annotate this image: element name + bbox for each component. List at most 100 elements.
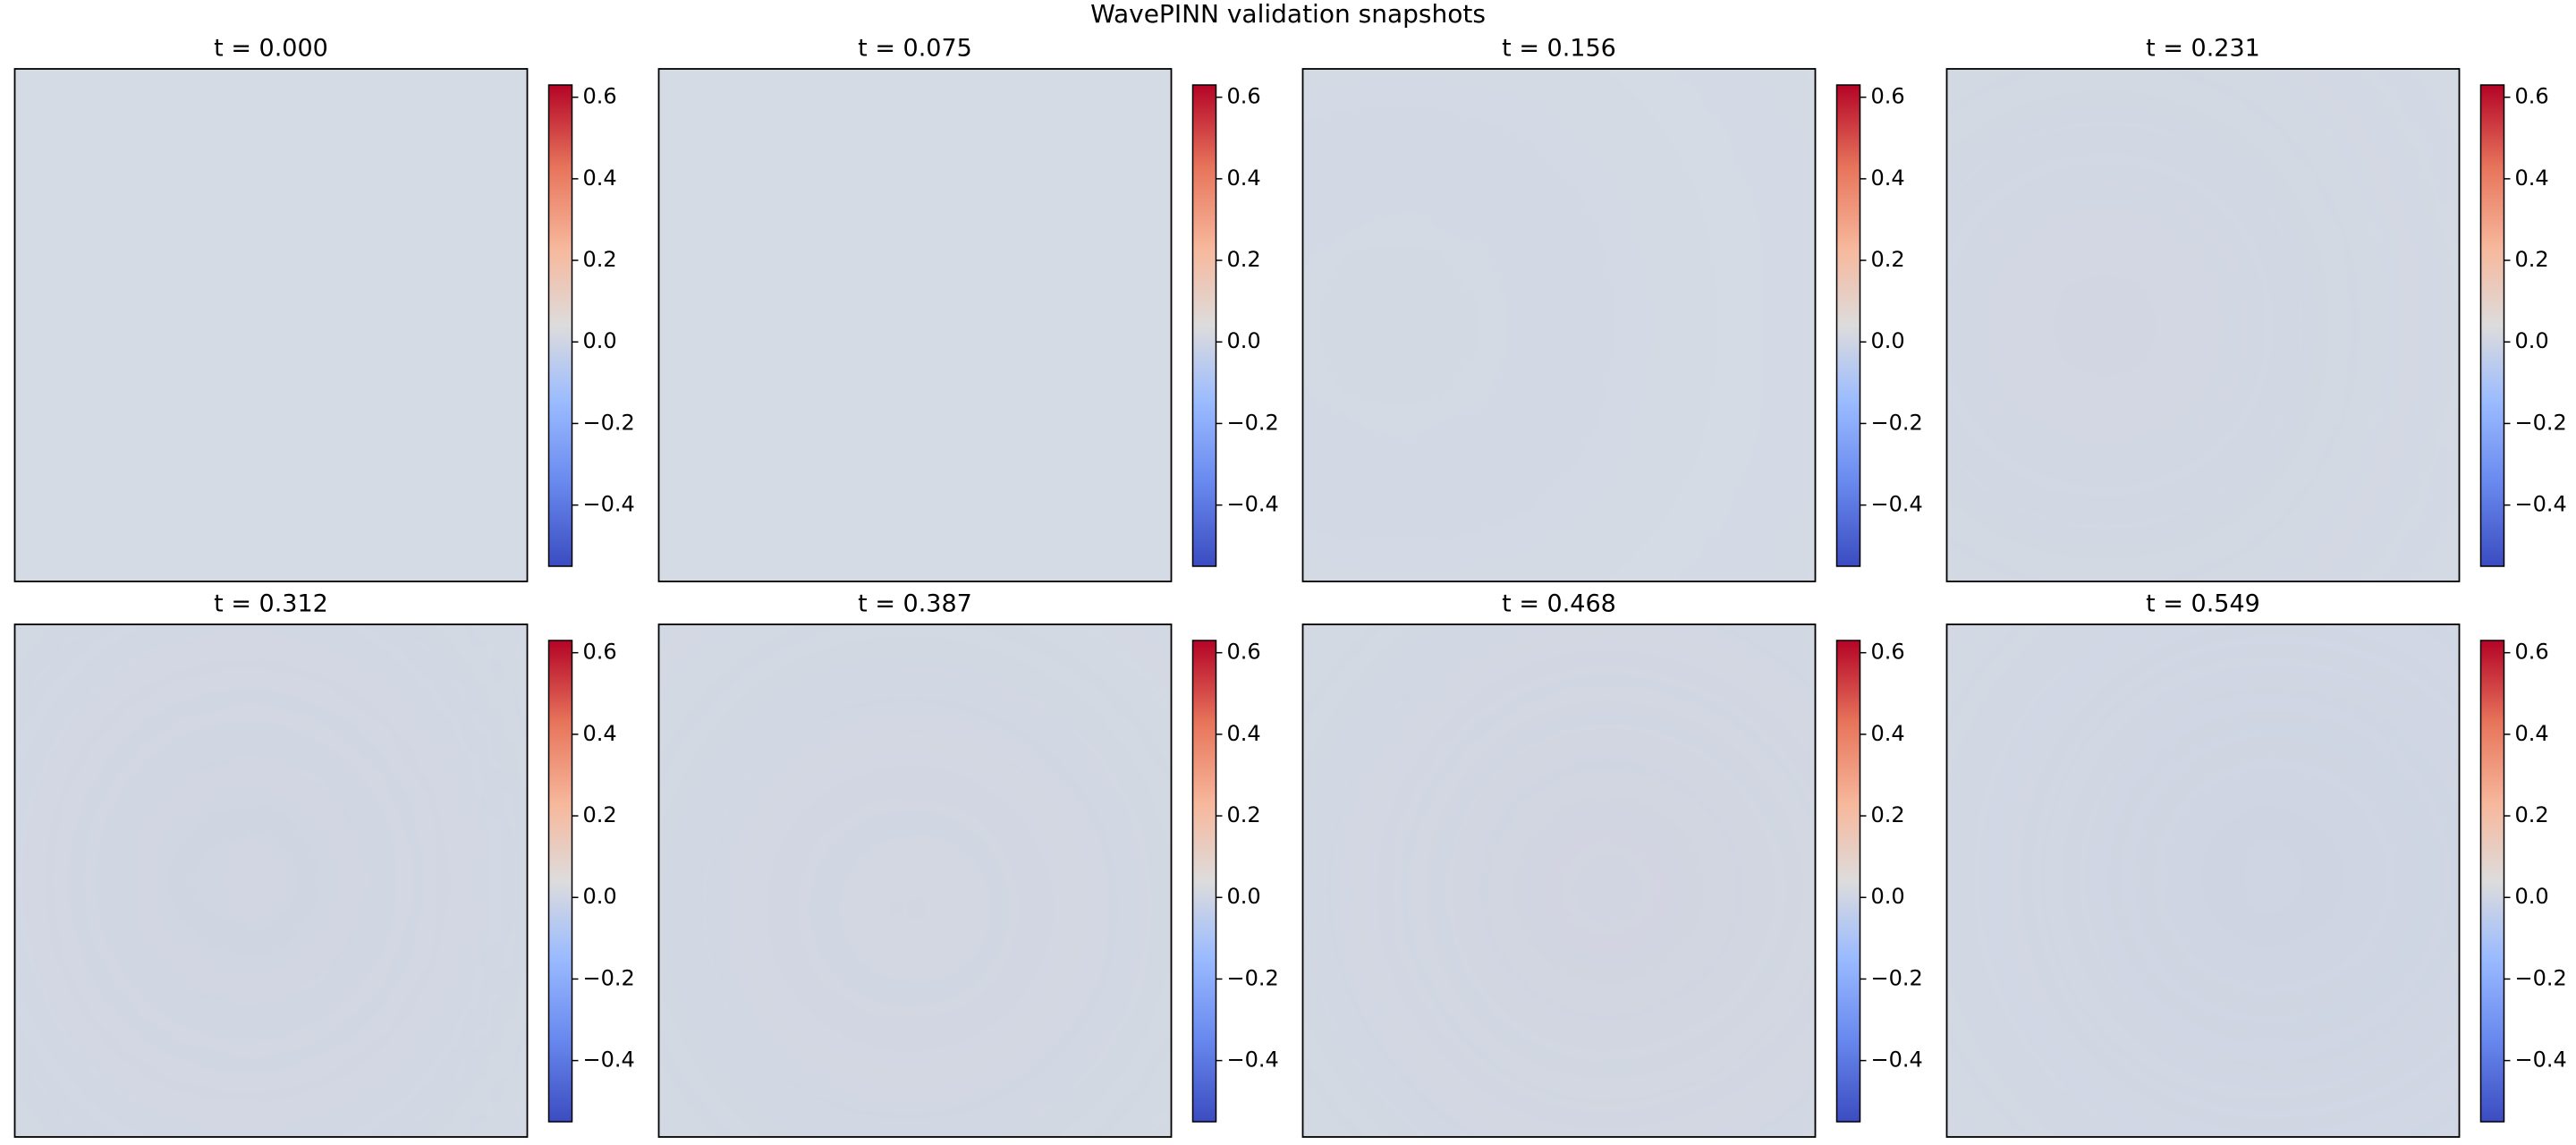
wave-front	[724, 737, 885, 815]
wave-blob	[877, 1031, 913, 1068]
heatmap	[658, 624, 1172, 1137]
heatmap	[14, 624, 528, 1137]
colorbar	[1835, 84, 1861, 567]
colorbar-tick-label: 0.4	[1871, 165, 1905, 191]
wave-front	[1368, 717, 1647, 928]
wave-blob	[2200, 852, 2237, 889]
colorbar-tick-label: 0.0	[2515, 884, 2549, 909]
wave-blob	[2351, 696, 2394, 738]
wave-front	[2192, 901, 2357, 1076]
wave-front	[2017, 203, 2108, 447]
subplot-title: t = 0.387	[858, 590, 972, 618]
wave-blob	[1617, 699, 1655, 735]
heatmap	[1946, 624, 2460, 1137]
wave-blur	[2017, 136, 2201, 514]
colorbar-tick-label: −0.2	[1871, 965, 1923, 990]
axes-frame	[657, 623, 1173, 1138]
colorbar-tick-label: 0.6	[583, 84, 617, 109]
colorbar-tick-label: −0.4	[1871, 1047, 1923, 1073]
colorbar-tick-label: 0.0	[583, 328, 617, 353]
heatmap-background	[1946, 69, 2460, 581]
colorbar-tick-label: −0.4	[1227, 1047, 1279, 1073]
heatmap	[14, 69, 528, 581]
colorbar-tick-label: 0.4	[2515, 165, 2549, 191]
colorbar-tick-label: −0.2	[583, 410, 635, 435]
wave-front	[1368, 691, 1611, 840]
colorbar	[2479, 84, 2505, 567]
colorbar-tick-label: 0.6	[1871, 84, 1905, 109]
wave-front	[928, 755, 1013, 1068]
wave-blob	[717, 312, 744, 338]
colorbar-tick-label: 0.4	[1227, 165, 1261, 191]
colorbar-tick-label: 0.4	[2515, 721, 2549, 746]
colorbar	[2479, 640, 2505, 1123]
wave-field	[2017, 136, 2201, 514]
axes-frame	[657, 68, 1173, 582]
wave-blob	[2279, 854, 2321, 896]
colorbar-tick-label: −0.4	[583, 492, 635, 517]
wave-field	[1368, 691, 1739, 1086]
colorbar-tick-label: 0.4	[1227, 721, 1261, 746]
wave-front	[1368, 942, 1631, 1086]
wave-front	[172, 649, 305, 1112]
heatmap-background	[658, 624, 1172, 1137]
wave-front	[741, 978, 885, 1045]
subplot-title: t = 0.075	[858, 35, 972, 63]
colorbar-tick-label: −0.4	[583, 1047, 635, 1073]
wave-front	[2044, 165, 2155, 485]
axes-frame	[13, 623, 529, 1138]
colorbar-tick-label: −0.4	[2515, 1047, 2567, 1073]
colorbar-tick-label: 0.0	[1871, 328, 1905, 353]
colorbar-tick-label: 0.6	[583, 640, 617, 665]
subplot-title: t = 0.231	[2146, 35, 2260, 63]
wave-front	[1623, 714, 1700, 1063]
colorbar-tick-label: 0.6	[2515, 84, 2549, 109]
colorbar-tick-label: 0.6	[1871, 640, 1905, 665]
axes-frame	[1945, 68, 2461, 582]
wave-field	[724, 737, 1013, 1068]
colorbar-tick-label: −0.2	[2515, 965, 2567, 990]
wave-front	[2082, 136, 2201, 514]
wave-blob	[2351, 1014, 2394, 1056]
wave-front	[724, 1008, 864, 1065]
colorbar-tick-label: 0.0	[2515, 328, 2549, 353]
colorbar-tick-label: 0.0	[1227, 328, 1261, 353]
colorbar-tick-label: 0.2	[1871, 802, 1905, 827]
colorbar-tick-label: −0.2	[1871, 410, 1923, 435]
colorbar-tick-label: 0.2	[1227, 802, 1261, 827]
colorbar-tick-label: 0.6	[2515, 640, 2549, 665]
colorbar-tick-label: −0.2	[1227, 410, 1279, 435]
wave-blur	[724, 737, 1013, 1068]
heatmap-background	[658, 69, 1172, 581]
subplot-title: t = 0.468	[1502, 590, 1616, 618]
colorbar-tick-label: 0.2	[1227, 247, 1261, 272]
colorbar-tick-label: 0.0	[583, 884, 617, 909]
wave-field	[717, 312, 744, 338]
heatmap	[1946, 69, 2460, 581]
wave-front	[206, 624, 346, 1137]
colorbar	[1835, 640, 1861, 1123]
colorbar-tick-label: −0.2	[1227, 965, 1279, 990]
heatmap	[658, 69, 1172, 581]
wave-field	[137, 624, 346, 1137]
colorbar	[1191, 640, 1217, 1123]
colorbar-tick-label: 0.0	[1871, 884, 1905, 909]
colorbar-tick-label: −0.4	[2515, 492, 2567, 517]
heatmap	[1302, 69, 1816, 581]
figure-title: WavePINN validation snapshots	[1090, 0, 1486, 29]
colorbar-tick-label: −0.2	[583, 965, 635, 990]
colorbar-tick-label: 0.4	[583, 165, 617, 191]
colorbar-tick-label: −0.4	[1871, 492, 1923, 517]
wave-blur	[717, 312, 744, 338]
wave-front	[1664, 714, 1739, 1073]
wave-blob	[1628, 1026, 1665, 1063]
wave-front	[2192, 685, 2357, 851]
heatmap	[1302, 624, 1816, 1137]
colorbar-tick-label: 0.0	[1227, 884, 1261, 909]
wave-blob	[860, 750, 897, 786]
wave-front	[1368, 906, 1657, 1056]
wave-blur	[137, 624, 346, 1137]
heatmap-background	[14, 69, 528, 581]
colorbar-tick-label: 0.6	[1227, 84, 1261, 109]
